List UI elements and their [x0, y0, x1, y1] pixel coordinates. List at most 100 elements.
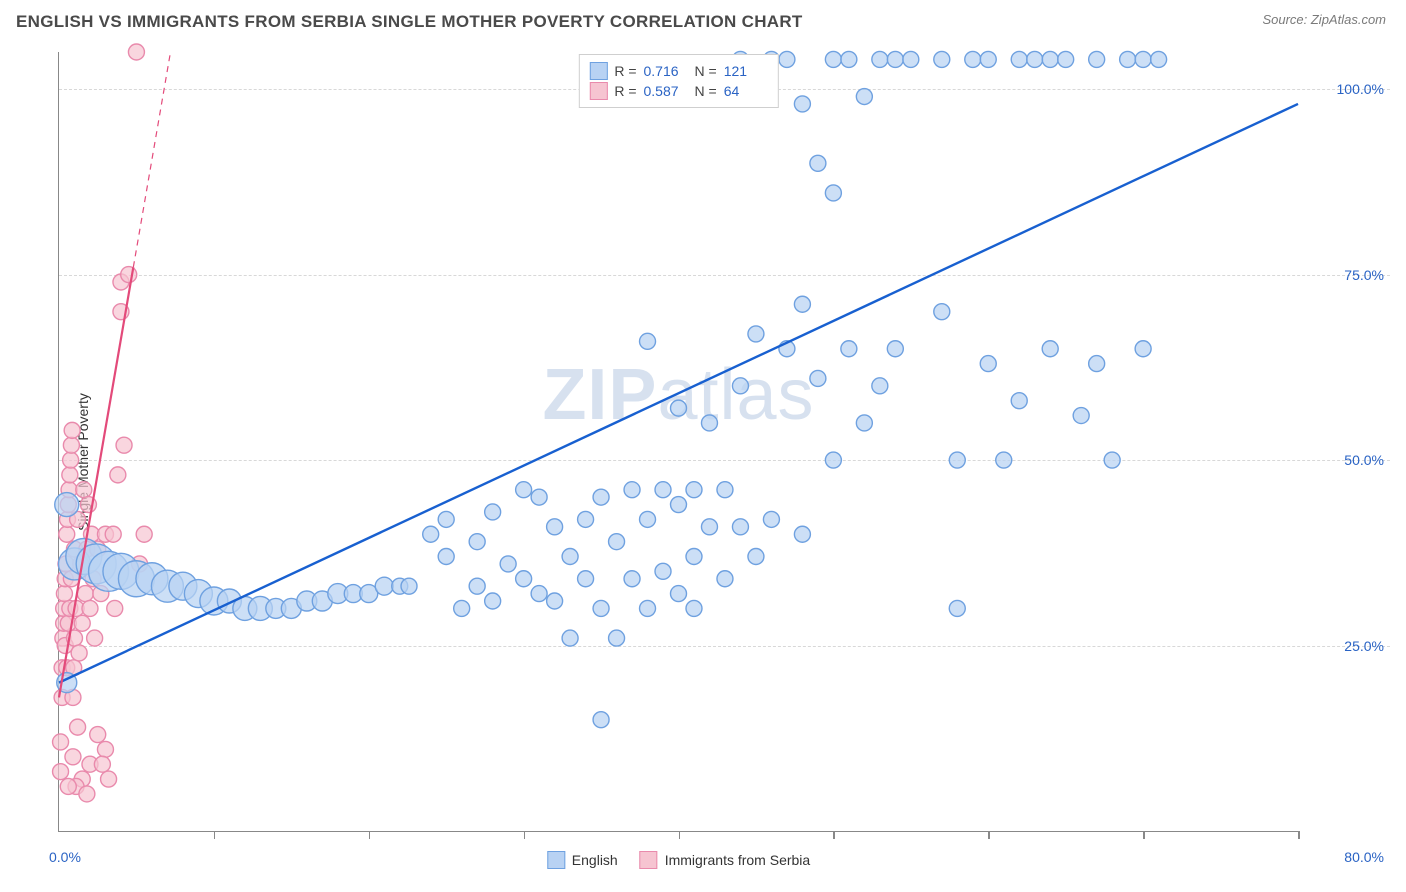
data-point — [1073, 408, 1089, 424]
data-point — [825, 185, 841, 201]
data-point — [105, 526, 121, 542]
data-point — [77, 586, 93, 602]
data-point — [79, 786, 95, 802]
data-point — [531, 586, 547, 602]
data-point — [779, 51, 795, 67]
data-point — [1042, 51, 1058, 67]
legend-item-english: English — [547, 851, 618, 869]
data-point — [640, 333, 656, 349]
data-point — [671, 400, 687, 416]
data-point — [60, 778, 76, 794]
data-point — [90, 727, 106, 743]
data-point — [65, 749, 81, 765]
data-point — [97, 741, 113, 757]
y-tick-label: 50.0% — [1344, 452, 1384, 468]
data-point — [686, 482, 702, 498]
data-point — [1058, 51, 1074, 67]
data-point — [94, 756, 110, 772]
data-point — [856, 415, 872, 431]
swatch-icon — [640, 851, 658, 869]
data-point — [794, 526, 810, 542]
data-point — [825, 452, 841, 468]
data-point — [531, 489, 547, 505]
data-point — [717, 482, 733, 498]
data-point — [609, 534, 625, 550]
data-point — [996, 452, 1012, 468]
data-point — [701, 415, 717, 431]
data-point — [732, 378, 748, 394]
data-point — [87, 630, 103, 646]
y-tick-label: 75.0% — [1344, 267, 1384, 283]
data-point — [1027, 51, 1043, 67]
data-point — [1135, 51, 1151, 67]
data-point — [82, 600, 98, 616]
data-point — [794, 96, 810, 112]
data-point — [686, 600, 702, 616]
chart-title: ENGLISH VS IMMIGRANTS FROM SERBIA SINGLE… — [16, 12, 803, 32]
data-point — [624, 571, 640, 587]
scatter-svg — [59, 52, 1298, 831]
data-point — [887, 341, 903, 357]
data-point — [934, 51, 950, 67]
data-point — [578, 511, 594, 527]
data-point — [1089, 51, 1105, 67]
data-point — [965, 51, 981, 67]
data-point — [63, 452, 79, 468]
data-point — [671, 497, 687, 513]
data-point — [64, 422, 80, 438]
data-point — [624, 482, 640, 498]
data-point — [401, 578, 417, 594]
data-point — [872, 378, 888, 394]
data-point — [655, 482, 671, 498]
data-point — [671, 586, 687, 602]
data-point — [562, 630, 578, 646]
data-point — [593, 712, 609, 728]
data-point — [748, 326, 764, 342]
data-point — [980, 51, 996, 67]
data-point — [76, 482, 92, 498]
data-point — [516, 482, 532, 498]
source-label: Source: ZipAtlas.com — [1262, 12, 1386, 27]
data-point — [136, 526, 152, 542]
data-point — [74, 615, 90, 631]
data-point — [107, 600, 123, 616]
data-point — [101, 771, 117, 787]
data-point — [640, 600, 656, 616]
data-point — [980, 356, 996, 372]
legend-item-serbia: Immigrants from Serbia — [640, 851, 810, 869]
data-point — [655, 563, 671, 579]
data-point — [732, 519, 748, 535]
data-point — [485, 593, 501, 609]
data-point — [110, 467, 126, 483]
data-point — [438, 511, 454, 527]
x-axis-max-label: 80.0% — [1344, 849, 1384, 865]
data-point — [949, 452, 965, 468]
data-point — [1042, 341, 1058, 357]
data-point — [469, 578, 485, 594]
data-point — [949, 600, 965, 616]
data-point — [116, 437, 132, 453]
data-point — [128, 44, 144, 60]
legend-row-english: R = 0.716 N = 121 — [589, 62, 767, 80]
data-point — [547, 593, 563, 609]
data-point — [469, 534, 485, 550]
data-point — [1135, 341, 1151, 357]
y-tick-label: 25.0% — [1344, 638, 1384, 654]
data-point — [547, 519, 563, 535]
data-point — [825, 51, 841, 67]
data-point — [1089, 356, 1105, 372]
data-point — [1011, 393, 1027, 409]
plot-area: ZIPatlas R = 0.716 N = 121 R = 0.587 N =… — [58, 52, 1298, 832]
data-point — [1120, 51, 1136, 67]
chart-container: Single Mother Poverty ZIPatlas R = 0.716… — [16, 44, 1390, 880]
data-point — [1011, 51, 1027, 67]
data-point — [438, 548, 454, 564]
data-point — [562, 548, 578, 564]
data-point — [1151, 51, 1167, 67]
data-point — [70, 719, 86, 735]
stats-legend: R = 0.716 N = 121 R = 0.587 N = 64 — [578, 54, 778, 108]
data-point — [578, 571, 594, 587]
swatch-icon — [547, 851, 565, 869]
swatch-icon — [589, 82, 607, 100]
data-point — [686, 548, 702, 564]
